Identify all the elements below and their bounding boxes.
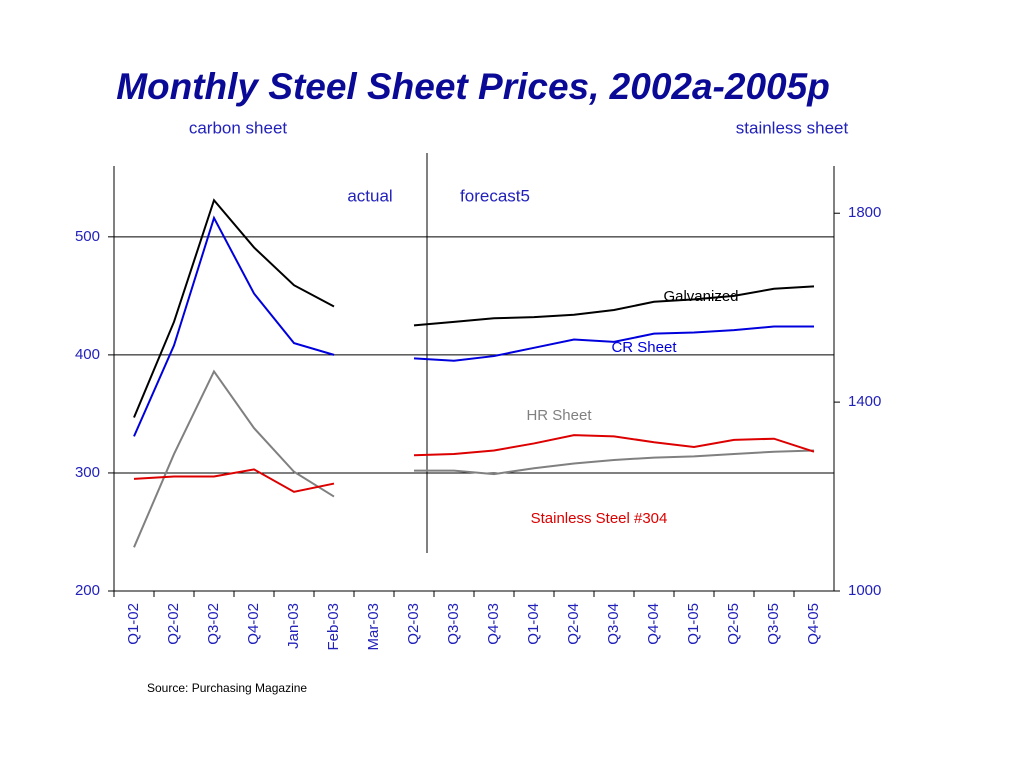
x-tick-label: Feb-03 (325, 603, 342, 651)
x-tick-label: Jan-03 (285, 603, 302, 649)
y-axis-label: carbon sheet (189, 118, 288, 137)
x-tick-label: Q4-04 (645, 603, 662, 645)
series-label: HR Sheet (526, 407, 592, 424)
annotation: actual (347, 186, 392, 205)
series-line (133, 215, 814, 437)
x-tick-label: Q2-04 (565, 603, 582, 645)
y-tick-label: 400 (75, 346, 100, 363)
annotation: forecast5 (460, 186, 530, 205)
x-tick-label: Q1-02 (125, 603, 142, 645)
y-tick-label: 200 (75, 582, 100, 599)
y-tick-label: 500 (75, 228, 100, 245)
x-tick-label: Q3-03 (445, 603, 462, 645)
chart-title: Monthly Steel Sheet Prices, 2002a-2005p (116, 66, 830, 107)
series-label: CR Sheet (611, 339, 677, 356)
y2-tick-label: 1400 (848, 393, 881, 410)
y2-axis-label: stainless sheet (736, 118, 849, 137)
y-tick-label: 300 (75, 464, 100, 481)
series-label: Galvanized (663, 288, 738, 305)
series-line (133, 369, 815, 548)
x-tick-label: Q2-05 (725, 603, 742, 645)
x-tick-label: Q3-05 (765, 603, 782, 645)
series-label: Stainless Steel #304 (531, 510, 668, 527)
series-line (133, 434, 815, 493)
x-tick-label: Q2-02 (165, 603, 182, 645)
x-tick-label: Q3-02 (205, 603, 222, 645)
x-tick-label: Q2-03 (405, 603, 422, 645)
series-line (133, 198, 815, 418)
y2-tick-label: 1800 (848, 204, 881, 221)
x-tick-label: Mar-03 (365, 603, 382, 651)
x-tick-label: Q1-05 (685, 603, 702, 645)
source: Source: Purchasing Magazine (147, 681, 307, 695)
x-tick-label: Q4-05 (805, 603, 822, 645)
x-tick-label: Q3-04 (605, 603, 622, 645)
x-tick-label: Q4-02 (245, 603, 262, 645)
y2-tick-label: 1000 (848, 582, 881, 599)
x-tick-label: Q4-03 (485, 603, 502, 645)
x-tick-label: Q1-04 (525, 603, 542, 645)
